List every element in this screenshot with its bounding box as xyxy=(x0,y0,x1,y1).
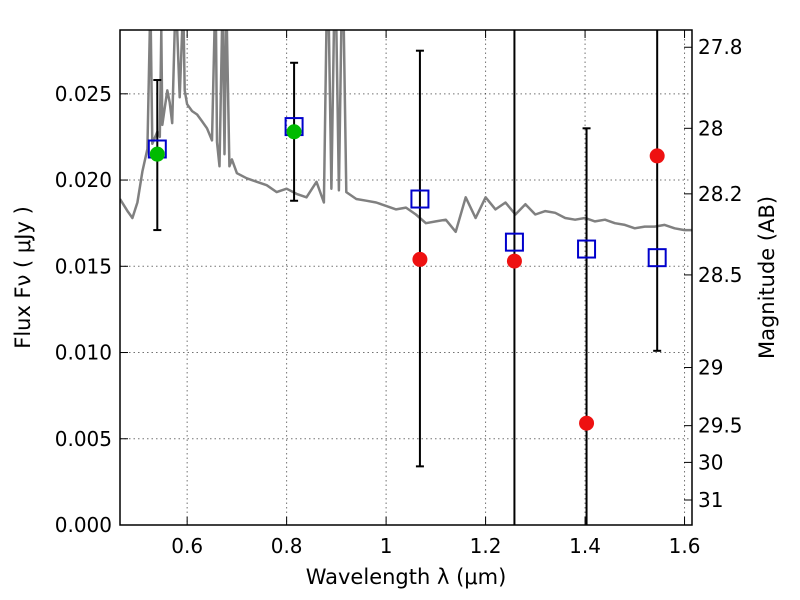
right-tick-label: 27.8 xyxy=(698,35,743,59)
x-tick-label: 1.6 xyxy=(669,534,701,558)
model-photometry-square xyxy=(577,239,597,259)
x-tick-label: 0.8 xyxy=(271,534,303,558)
observed-flux-point xyxy=(412,251,428,267)
observed-flux-point xyxy=(506,253,522,269)
right-tick-label: 29.5 xyxy=(698,414,743,438)
right-tick-label: 31 xyxy=(698,488,723,512)
template-spectrum-line xyxy=(120,30,692,234)
observed-flux-point xyxy=(286,124,302,140)
y-tick-label: 0.025 xyxy=(55,82,112,106)
x-tick-label: 1 xyxy=(380,534,393,558)
x-tick-label: 0.6 xyxy=(171,534,203,558)
right-tick-label: 28.5 xyxy=(698,263,743,287)
x-tick-label: 1.2 xyxy=(470,534,502,558)
model-photometry-square xyxy=(410,189,430,209)
right-tick-label: 28.2 xyxy=(698,182,743,206)
x-tick-label: 1.4 xyxy=(569,534,601,558)
axis-ticks: 0.6 0.8 1 1.2 1.4 1.6 0.000 0.005 0.010 0.015 0.02… xyxy=(55,30,743,558)
right-tick-label: 29 xyxy=(698,356,723,380)
y-axis-right-title: Magnitude (AB) xyxy=(755,196,779,359)
observed-flux-point xyxy=(149,146,165,162)
y-tick-label: 0.010 xyxy=(55,341,112,365)
observed-flux-point xyxy=(579,415,595,431)
model-photometry-square xyxy=(504,232,524,252)
y-tick-label: 0.000 xyxy=(55,513,112,537)
model-photometry-square xyxy=(647,248,667,268)
y-tick-label: 0.020 xyxy=(55,168,112,192)
grid-lines xyxy=(120,30,692,525)
plot-area xyxy=(120,30,692,525)
y-tick-label: 0.015 xyxy=(55,254,112,278)
observed-flux-point xyxy=(649,148,665,164)
y-axis-title: Flux Fν ( μJy ) xyxy=(11,206,35,349)
x-axis-title: Wavelength λ (μm) xyxy=(306,565,507,589)
right-tick-label: 30 xyxy=(698,450,723,474)
plot-frame xyxy=(119,29,693,526)
y-tick-label: 0.005 xyxy=(55,427,112,451)
right-tick-label: 28 xyxy=(698,116,723,140)
